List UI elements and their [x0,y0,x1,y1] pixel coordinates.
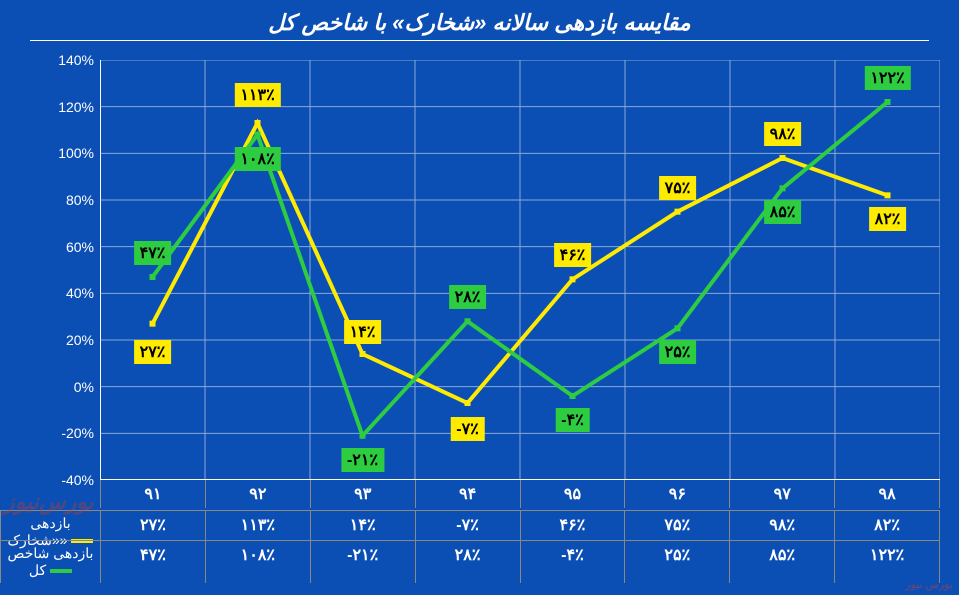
x-tick-label: ۹۳ [310,480,415,508]
y-tick-label: -40% [61,472,94,488]
data-point-label: ۲۵٪ [659,340,697,364]
data-cell: ۲۸٪ [415,541,520,583]
chart-area: -40%-20%0%20%40%60%80%100%120%140%۲۷٪۱۱۳… [100,60,940,480]
x-tick-label: ۹۲ [205,480,310,508]
data-cell: ۱۲۲٪ [834,541,940,583]
y-tick-label: 100% [58,145,94,161]
data-cell: ۴۷٪ [100,541,205,583]
x-tick-label: ۹۸ [834,480,940,508]
data-point-label: ۱۱۳٪ [234,83,280,107]
data-cell: -۴٪ [520,541,625,583]
y-tick-label: 40% [66,285,94,301]
y-tick-label: 20% [66,332,94,348]
x-tick-label: ۹۱ [100,480,205,508]
x-tick-label: ۹۷ [729,480,834,508]
x-tick-label: ۹۶ [624,480,729,508]
y-tick-label: 60% [66,239,94,255]
chart-title: مقایسه بازدهی سالانه «شخارک» با شاخص کل [30,0,929,41]
data-cell: ۲۵٪ [624,541,729,583]
data-point-label: ۱۲۲٪ [864,66,910,90]
data-point-label: ۴۷٪ [134,241,172,265]
watermark: بورس‌نیوز [4,489,94,515]
data-row-series-2: بازدهی شاخص کل۴۷٪۱۰۸٪-۲۱٪۲۸٪-۴٪۲۵٪۸۵٪۱۲۲… [0,540,940,583]
data-point-label: ۲۷٪ [134,340,172,364]
y-tick-label: 80% [66,192,94,208]
y-tick-label: 120% [58,99,94,115]
data-point-label: ۱۰۸٪ [234,147,280,171]
data-point-label: -۲۱٪ [341,448,384,472]
corner-credit: بورس نیوز [905,578,953,591]
data-point-label: ۸۵٪ [764,200,802,224]
data-cell: -۲۱٪ [310,541,415,583]
y-tick-label: 0% [74,379,94,395]
data-point-label: ۱۴٪ [344,320,382,344]
y-tick-label: -20% [61,425,94,441]
x-tick-label: ۹۴ [415,480,520,508]
chart-svg [100,60,940,480]
x-axis-labels: ۹۱۹۲۹۳۹۴۹۵۹۶۹۷۹۸ [100,480,940,508]
data-cell: ۱۰۸٪ [205,541,310,583]
data-point-label: -۷٪ [450,417,485,441]
data-point-label: ۸۲٪ [869,207,907,231]
y-tick-label: 140% [58,52,94,68]
data-point-label: ۷۵٪ [659,176,697,200]
data-point-label: -۴٪ [555,408,590,432]
x-tick-label: ۹۵ [520,480,625,508]
data-point-label: ۹۸٪ [764,122,802,146]
data-cell: ۸۵٪ [729,541,834,583]
data-point-label: ۲۸٪ [449,285,487,309]
legend-cell: بازدهی شاخص کل [0,541,100,583]
data-point-label: ۴۶٪ [554,243,592,267]
